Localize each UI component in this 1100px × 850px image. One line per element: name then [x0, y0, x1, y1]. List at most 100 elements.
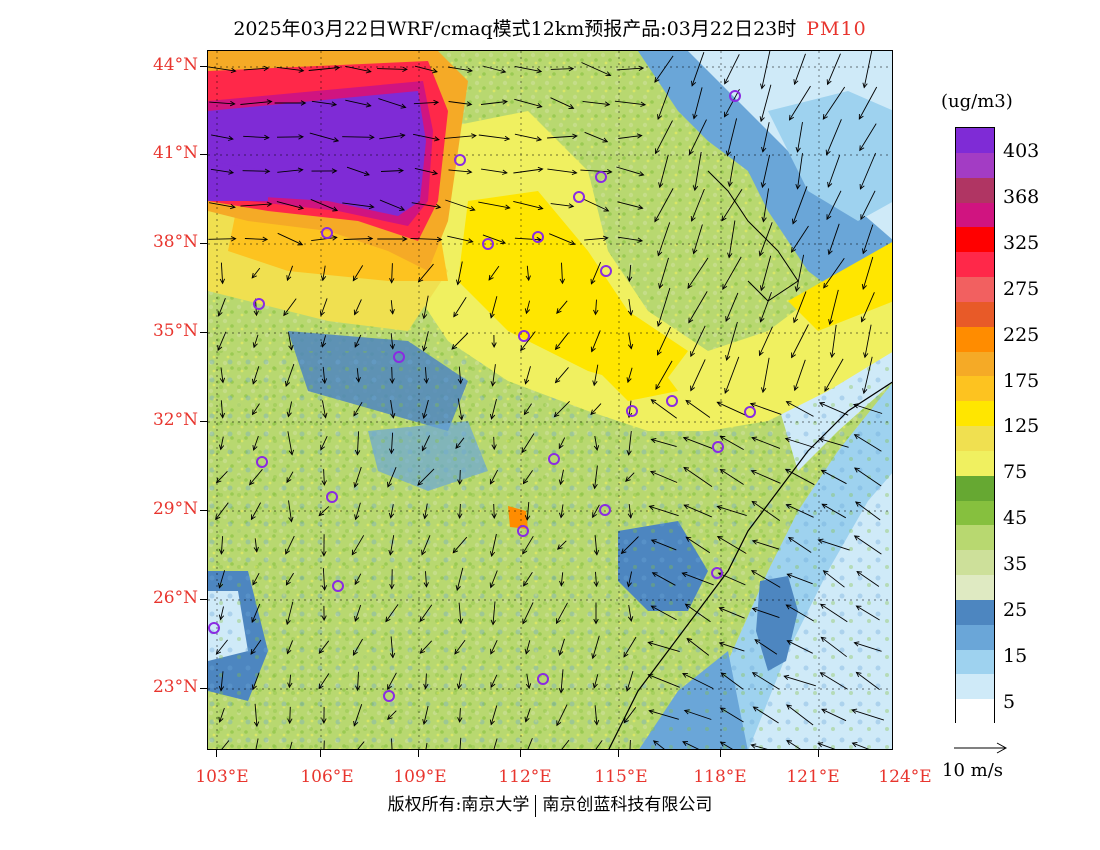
wind-vector — [821, 636, 847, 658]
station-marker — [600, 265, 612, 277]
wind-vector — [583, 198, 609, 212]
wind-vector — [617, 201, 643, 209]
wind-vector-head — [724, 78, 729, 85]
wind-vector-head — [524, 378, 530, 385]
station-marker — [326, 491, 338, 503]
wind-vector-head — [604, 101, 611, 107]
wind-vector — [286, 640, 294, 654]
wind-vector-head — [353, 309, 359, 316]
wind-vector — [797, 153, 803, 189]
wind-vector-head — [421, 313, 428, 320]
wind-vector — [526, 502, 530, 520]
wind-vector-head — [716, 535, 723, 541]
wind-vector — [616, 67, 644, 71]
wind-vector — [726, 321, 738, 361]
wind-vector — [425, 571, 427, 587]
wind-vector-head — [423, 582, 429, 588]
wind-vector — [627, 571, 633, 587]
wind-vector-head — [626, 581, 632, 588]
wind-vector — [657, 222, 671, 256]
wind-vector-head — [685, 536, 692, 542]
wind-vector — [514, 133, 542, 141]
wind-vector — [220, 367, 224, 383]
lat-label: 35°N — [152, 321, 198, 341]
wind-vector — [525, 708, 531, 722]
wind-vector — [453, 297, 467, 317]
wind-vector — [627, 367, 633, 383]
wind-vector-head — [536, 136, 543, 142]
wind-vector-head — [455, 443, 461, 449]
wind-vector — [652, 572, 676, 586]
wind-vector — [623, 636, 637, 658]
wind-vector — [828, 223, 840, 255]
wind-vector — [514, 237, 542, 241]
wind-vector-head — [855, 605, 862, 611]
wind-vector-head — [334, 65, 341, 71]
wind-vector-head — [627, 513, 633, 519]
wind-vector-head — [655, 148, 660, 155]
lon-label: 115°E — [594, 767, 648, 787]
wind-vector-head — [727, 181, 733, 188]
station-marker — [711, 567, 723, 579]
wind-vector — [728, 220, 736, 258]
wind-vector-head — [625, 476, 631, 483]
wind-vector-head — [593, 445, 600, 451]
wind-vector-head — [760, 182, 766, 189]
wind-vector-head — [251, 409, 258, 416]
wind-vector-head — [489, 551, 496, 557]
wind-vector-head — [354, 514, 360, 521]
lon-label: 106°E — [300, 767, 354, 787]
wind-vector-head — [287, 682, 293, 689]
wind-vector — [628, 333, 632, 349]
wind-vector-head — [263, 65, 270, 72]
wind-vector — [654, 188, 674, 222]
wind-vector-head — [490, 380, 496, 387]
wind-vector-head — [593, 549, 600, 556]
wind-vector — [690, 325, 706, 357]
wind-vector-head — [354, 579, 360, 586]
wind-vector-head — [331, 168, 338, 174]
wind-vector — [651, 438, 677, 448]
wind-vector — [323, 469, 325, 485]
wind-vector-head — [218, 614, 225, 621]
wind-vector — [654, 55, 674, 83]
wind-vector-head — [352, 275, 358, 282]
wind-vector — [286, 265, 294, 281]
wind-vector-head — [319, 310, 325, 317]
wind-vector-head — [500, 239, 507, 245]
wind-vector-head — [524, 308, 531, 315]
legend-label: 5 — [1003, 691, 1016, 713]
wind-vector-head — [856, 570, 863, 577]
station-marker — [599, 504, 611, 516]
wind-vector — [762, 357, 770, 393]
wind-vector — [829, 289, 839, 325]
wind-vector-head — [783, 674, 790, 681]
wind-vector — [321, 335, 327, 347]
wind-vector — [252, 403, 260, 415]
wind-vector — [457, 398, 463, 420]
wind-vector — [514, 98, 542, 108]
wind-vector — [550, 97, 574, 109]
wind-vector — [219, 707, 225, 723]
wind-vector — [322, 366, 326, 384]
wind-vector — [728, 155, 736, 187]
wind-vector — [560, 504, 564, 518]
wind-vector-head — [786, 640, 793, 645]
wind-vector — [221, 740, 230, 749]
wind-vector — [457, 261, 463, 285]
wind-vector-head — [454, 648, 460, 655]
wind-vector — [488, 265, 500, 281]
wind-vector — [414, 65, 438, 73]
wind-vector-head — [321, 718, 327, 724]
wind-vector — [342, 136, 374, 138]
wind-vector-head — [818, 437, 825, 443]
wind-vector-head — [718, 641, 725, 647]
wind-vector — [762, 122, 770, 152]
wind-vector-head — [690, 215, 696, 222]
wind-vector-head — [750, 469, 757, 475]
wind-vector-head — [721, 215, 727, 222]
wind-vector-head — [215, 514, 221, 521]
wind-vector — [720, 469, 744, 485]
wind-vector — [593, 674, 599, 688]
wind-vector-head — [219, 278, 226, 285]
